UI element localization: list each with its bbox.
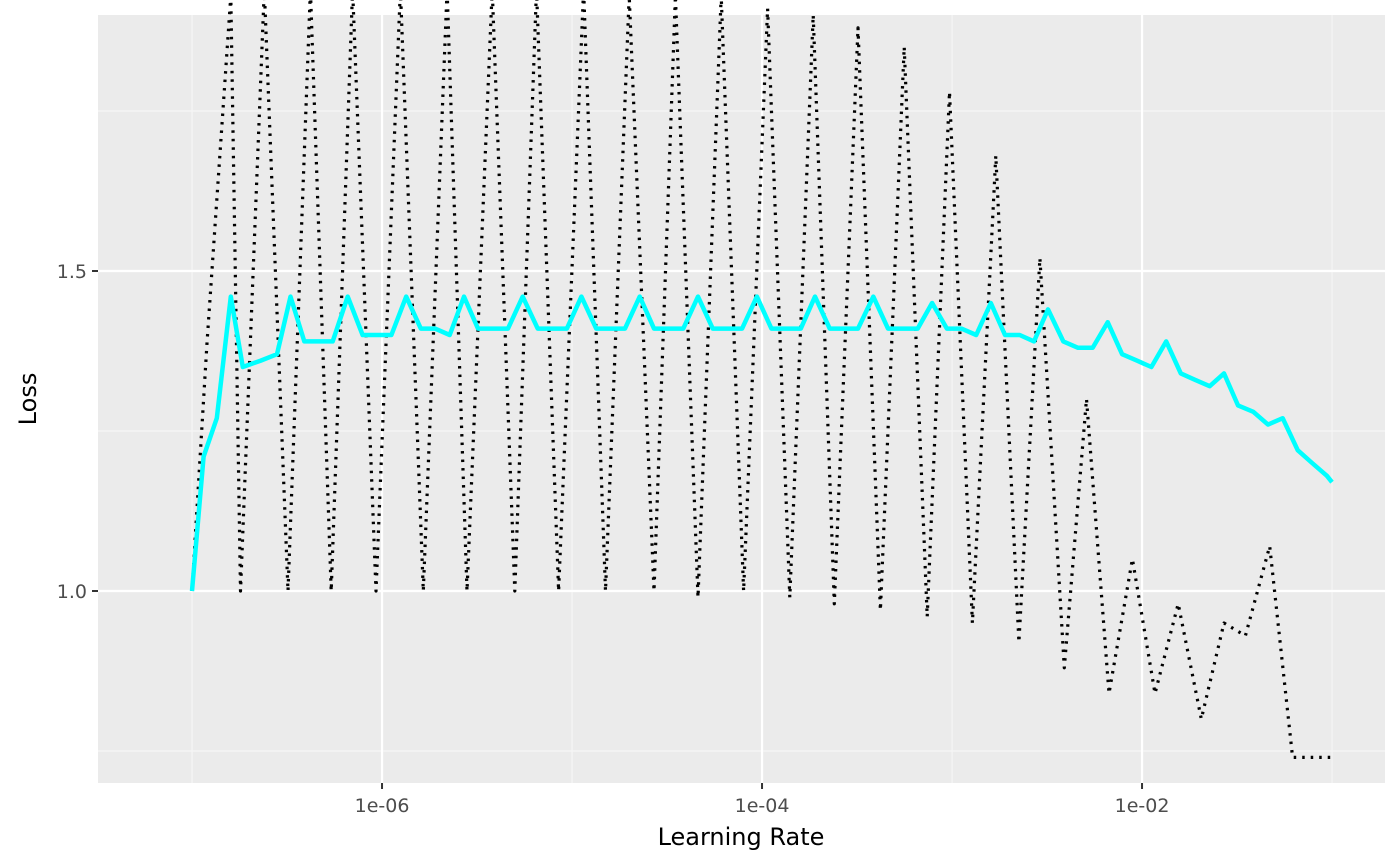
y-tick-label: 1.5 <box>57 261 87 283</box>
plot-panel <box>98 15 1385 783</box>
smoothed-loss-line <box>189 294 1334 592</box>
x-tick-label: 1e-06 <box>355 795 410 817</box>
x-axis-title: Learning Rate <box>658 823 825 851</box>
x-tick-label: 1e-02 <box>1115 795 1170 817</box>
series-layer <box>189 0 1334 760</box>
x-axis-ticks: 1e-06 1e-04 1e-02 <box>355 783 1170 817</box>
y-tick-label: 1.0 <box>57 581 87 603</box>
minor-gridlines <box>98 15 1385 783</box>
x-tick-label: 1e-04 <box>735 795 790 817</box>
y-axis-title: Loss <box>14 373 42 426</box>
y-axis-ticks: 1.0 1.5 <box>57 261 98 603</box>
major-gridlines <box>98 15 1385 783</box>
